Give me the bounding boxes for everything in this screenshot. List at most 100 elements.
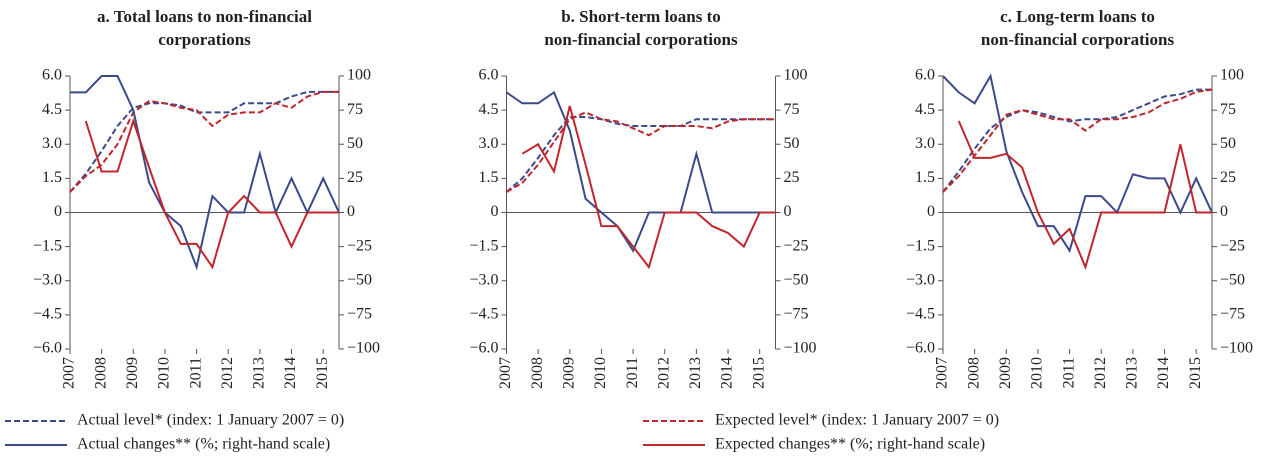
x-tick-label: 2013: [687, 357, 704, 389]
y-tick-label: −3.0: [33, 271, 62, 288]
y2-tick-label: 75: [784, 101, 800, 118]
y2-tick-label: 25: [1220, 169, 1236, 186]
x-tick-label: 2014: [719, 357, 736, 389]
y-tick-label: 0: [54, 203, 62, 220]
y-tick-label: 1.5: [42, 169, 62, 186]
y2-tick-label: 100: [347, 67, 371, 84]
y-tick-label: 0: [491, 203, 499, 220]
y2-tick-label: −75: [784, 306, 809, 323]
series-line: [942, 88, 1213, 193]
y-tick-label: −3.0: [469, 271, 498, 288]
y-tick-label: −6.0: [906, 340, 935, 357]
y-tick-label: −4.5: [906, 306, 935, 323]
y2-tick-label: 100: [784, 67, 808, 84]
chart-title: corporations: [158, 30, 251, 49]
chart-title: b. Short-term loans to: [561, 7, 721, 26]
x-tick-label: 2014: [282, 357, 299, 389]
x-tick-label: 2012: [1092, 357, 1109, 389]
y2-tick-label: −50: [347, 271, 372, 288]
x-tick-label: 2015: [1187, 357, 1204, 389]
y2-tick-label: 50: [347, 135, 363, 152]
y2-tick-label: −100: [347, 340, 380, 357]
y-tick-label: 4.5: [915, 101, 935, 118]
x-tick-label: 2007: [497, 357, 514, 389]
y2-tick-label: −25: [347, 237, 372, 254]
x-tick-label: 2015: [750, 357, 767, 389]
y2-tick-label: 25: [347, 169, 363, 186]
series-line: [957, 120, 1212, 271]
series-line: [521, 105, 776, 270]
chart-title: non-financial corporations: [981, 30, 1175, 49]
y2-tick-label: −100: [784, 340, 817, 357]
legend-label: Expected changes** (%; right-hand scale): [715, 436, 985, 453]
x-tick-label: 2011: [624, 357, 641, 388]
x-tick-label: 2011: [1060, 357, 1077, 388]
series-line: [84, 117, 339, 270]
y-tick-label: 3.0: [42, 135, 62, 152]
y-tick-label: −4.5: [469, 306, 498, 323]
y-tick-label: 0: [927, 203, 935, 220]
y-tick-label: 3.0: [915, 135, 935, 152]
y2-tick-label: 75: [347, 101, 363, 118]
x-tick-label: 2008: [965, 357, 982, 389]
y2-tick-label: −25: [1220, 237, 1245, 254]
series-line: [505, 116, 776, 193]
x-tick-label: 2008: [92, 357, 109, 389]
legend-label: Actual level* (index: 1 January 2007 = 0…: [77, 412, 344, 429]
y-tick-label: 4.5: [479, 101, 499, 118]
x-tick-label: 2013: [251, 357, 268, 389]
series-line: [942, 88, 1212, 193]
y2-tick-label: 0: [784, 203, 792, 220]
x-tick-label: 2012: [219, 357, 236, 389]
y-tick-label: −1.5: [906, 237, 935, 254]
chart-title: c. Long-term loans to: [1000, 7, 1155, 26]
y-tick-label: 4.5: [42, 101, 62, 118]
y2-tick-label: −50: [1220, 271, 1245, 288]
y2-tick-label: −75: [347, 306, 372, 323]
y-tick-label: −6.0: [33, 340, 62, 357]
y2-tick-label: −75: [1220, 306, 1245, 323]
x-tick-label: 2010: [1029, 357, 1046, 389]
series-line: [69, 90, 339, 193]
chart-title: non-financial corporations: [544, 30, 738, 49]
x-tick-label: 2009: [560, 357, 577, 389]
series-line: [506, 111, 776, 193]
y2-tick-label: −25: [784, 237, 809, 254]
x-tick-label: 2009: [997, 357, 1014, 389]
chart-title: a. Total loans to non-financial: [97, 7, 312, 26]
legend-label: Expected level* (index: 1 January 2007 =…: [715, 412, 999, 429]
x-tick-label: 2007: [934, 357, 951, 389]
y2-tick-label: 25: [784, 169, 800, 186]
y-tick-label: −1.5: [469, 237, 498, 254]
x-tick-label: 2011: [187, 357, 204, 388]
y2-tick-label: 0: [1220, 203, 1228, 220]
y-tick-label: 6.0: [42, 67, 62, 84]
y2-tick-label: 0: [347, 203, 355, 220]
y2-tick-label: 50: [784, 135, 800, 152]
y2-tick-label: 50: [1220, 135, 1236, 152]
series-line: [70, 75, 340, 271]
series-line: [942, 73, 1213, 254]
y-tick-label: −1.5: [33, 237, 62, 254]
x-tick-label: 2010: [156, 357, 173, 389]
y2-tick-label: −50: [784, 271, 809, 288]
x-tick-label: 2012: [655, 357, 672, 389]
x-tick-label: 2008: [529, 357, 546, 389]
y-tick-label: 3.0: [479, 135, 499, 152]
y-tick-label: 1.5: [479, 169, 499, 186]
y2-tick-label: 100: [1220, 67, 1244, 84]
y-tick-label: −4.5: [33, 306, 62, 323]
y2-tick-label: 75: [1220, 101, 1236, 118]
y-tick-label: 1.5: [915, 169, 935, 186]
x-tick-label: 2009: [124, 357, 141, 389]
y-tick-label: 6.0: [479, 67, 499, 84]
x-tick-label: 2014: [1155, 357, 1172, 389]
series-line: [69, 90, 339, 193]
x-tick-label: 2010: [592, 357, 609, 389]
x-tick-label: 2015: [314, 357, 331, 389]
x-tick-label: 2013: [1124, 357, 1141, 389]
series-line: [505, 90, 776, 253]
y-tick-label: −6.0: [469, 340, 498, 357]
y-tick-label: 6.0: [915, 67, 935, 84]
